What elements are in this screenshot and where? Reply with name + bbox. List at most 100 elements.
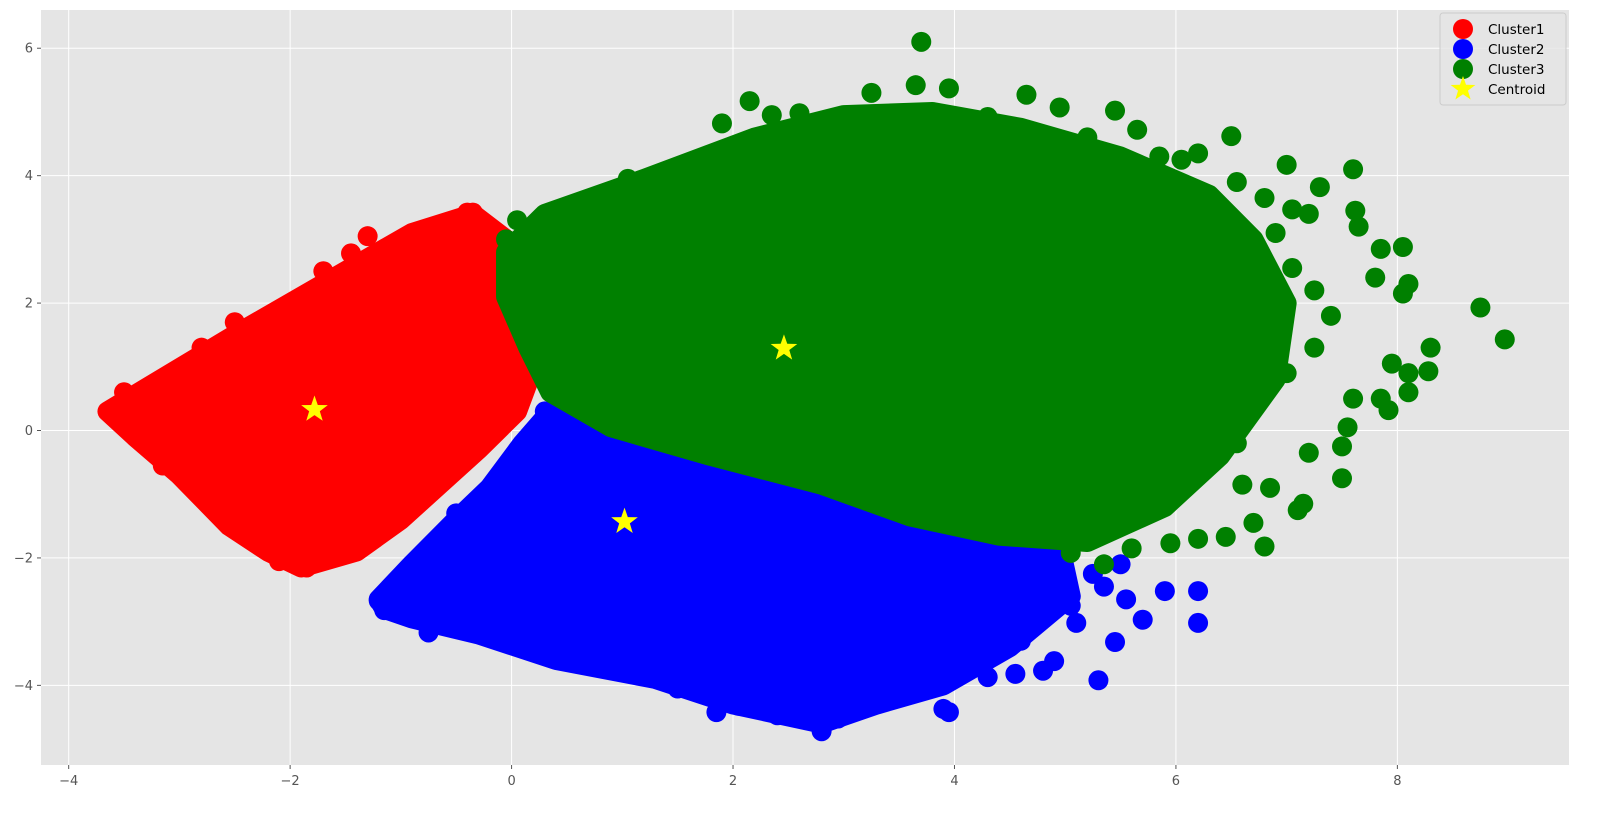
y-axis: −4 −2 0 2 4 6	[14, 42, 41, 694]
data-point	[911, 31, 932, 52]
data-point	[1077, 127, 1098, 148]
data-point	[296, 557, 317, 578]
data-point	[1265, 222, 1286, 243]
data-point	[1149, 146, 1170, 167]
data-point	[1293, 493, 1314, 514]
data-point	[1332, 468, 1353, 489]
data-point	[761, 105, 782, 126]
legend: Cluster1 Cluster2 Cluster3 Centroid	[1439, 12, 1567, 106]
data-point	[446, 503, 467, 524]
data-point	[1132, 609, 1153, 630]
data-point	[767, 705, 788, 726]
data-point	[1392, 283, 1413, 304]
legend-circle-marker	[1453, 19, 1473, 39]
data-point	[496, 229, 517, 250]
data-point	[1016, 84, 1037, 105]
data-point	[390, 503, 411, 524]
data-point	[1304, 337, 1325, 358]
legend-label: Cluster3	[1488, 62, 1545, 78]
data-point	[1304, 280, 1325, 301]
data-point	[1232, 474, 1253, 495]
legend-label: Cluster1	[1488, 22, 1545, 38]
data-point	[1332, 436, 1353, 457]
data-point	[1370, 238, 1391, 259]
data-point	[1298, 442, 1319, 463]
data-point	[374, 600, 395, 621]
x-tick-label: −2	[281, 774, 300, 789]
data-point	[1160, 533, 1181, 554]
data-point	[418, 622, 439, 643]
y-tick-label: 6	[25, 42, 33, 57]
data-point	[1060, 542, 1081, 563]
x-tick-label: 4	[950, 774, 958, 789]
data-point	[938, 702, 959, 723]
data-point	[1127, 119, 1148, 140]
data-point	[1093, 554, 1114, 575]
data-point	[1276, 363, 1297, 384]
data-point	[1370, 388, 1391, 409]
data-point	[202, 481, 223, 502]
data-point	[1116, 589, 1137, 610]
data-point	[224, 312, 245, 333]
legend-item: Cluster1	[1453, 19, 1545, 39]
data-point	[341, 243, 362, 264]
data-point	[728, 695, 749, 716]
data-point	[1010, 630, 1031, 651]
x-tick-label: 0	[507, 774, 515, 789]
y-tick-label: −2	[14, 551, 33, 566]
data-point	[1226, 433, 1247, 454]
data-marks	[97, 31, 1515, 742]
data-point	[789, 103, 810, 124]
data-point	[1418, 361, 1439, 382]
data-point	[1105, 632, 1126, 653]
y-tick-label: 2	[25, 297, 33, 312]
data-point	[490, 385, 511, 406]
data-point	[977, 667, 998, 688]
data-point	[900, 662, 921, 683]
legend-star-marker	[1450, 76, 1476, 100]
data-point	[1060, 595, 1081, 616]
legend-label: Cluster2	[1488, 42, 1545, 58]
data-point	[1121, 538, 1142, 559]
data-point	[1215, 526, 1236, 547]
data-point	[894, 103, 915, 124]
legend-circle-marker	[1453, 59, 1473, 79]
data-point	[1232, 280, 1253, 301]
data-point	[152, 455, 173, 476]
data-point	[1093, 576, 1114, 597]
plot-area	[97, 31, 1515, 742]
x-tick-label: 2	[729, 774, 737, 789]
data-point	[1154, 581, 1175, 602]
data-point	[1345, 200, 1366, 221]
data-point	[1243, 512, 1264, 533]
data-point	[1254, 536, 1275, 557]
data-point	[1088, 670, 1109, 691]
data-point	[1276, 154, 1297, 175]
data-point	[368, 522, 389, 543]
data-point	[114, 382, 135, 403]
y-tick-label: 4	[25, 169, 33, 184]
data-point	[1226, 172, 1247, 193]
data-point	[1254, 187, 1275, 208]
data-point	[1343, 388, 1364, 409]
data-point	[739, 91, 760, 112]
data-point	[1110, 554, 1131, 575]
data-point	[424, 458, 445, 479]
data-point	[1398, 363, 1419, 384]
data-point	[313, 261, 334, 282]
centroid-star	[301, 395, 328, 421]
x-tick-label: −4	[59, 774, 78, 789]
data-point	[1398, 382, 1419, 403]
data-point	[534, 401, 555, 422]
data-point	[401, 232, 422, 253]
data-point	[905, 75, 926, 96]
data-point	[1470, 297, 1491, 318]
data-point	[1282, 199, 1303, 220]
data-point	[462, 202, 483, 223]
cluster-point-mass	[97, 203, 544, 578]
data-point	[1188, 581, 1209, 602]
data-point	[357, 226, 378, 247]
data-point	[706, 702, 727, 723]
cluster-point-mass	[496, 101, 1297, 553]
